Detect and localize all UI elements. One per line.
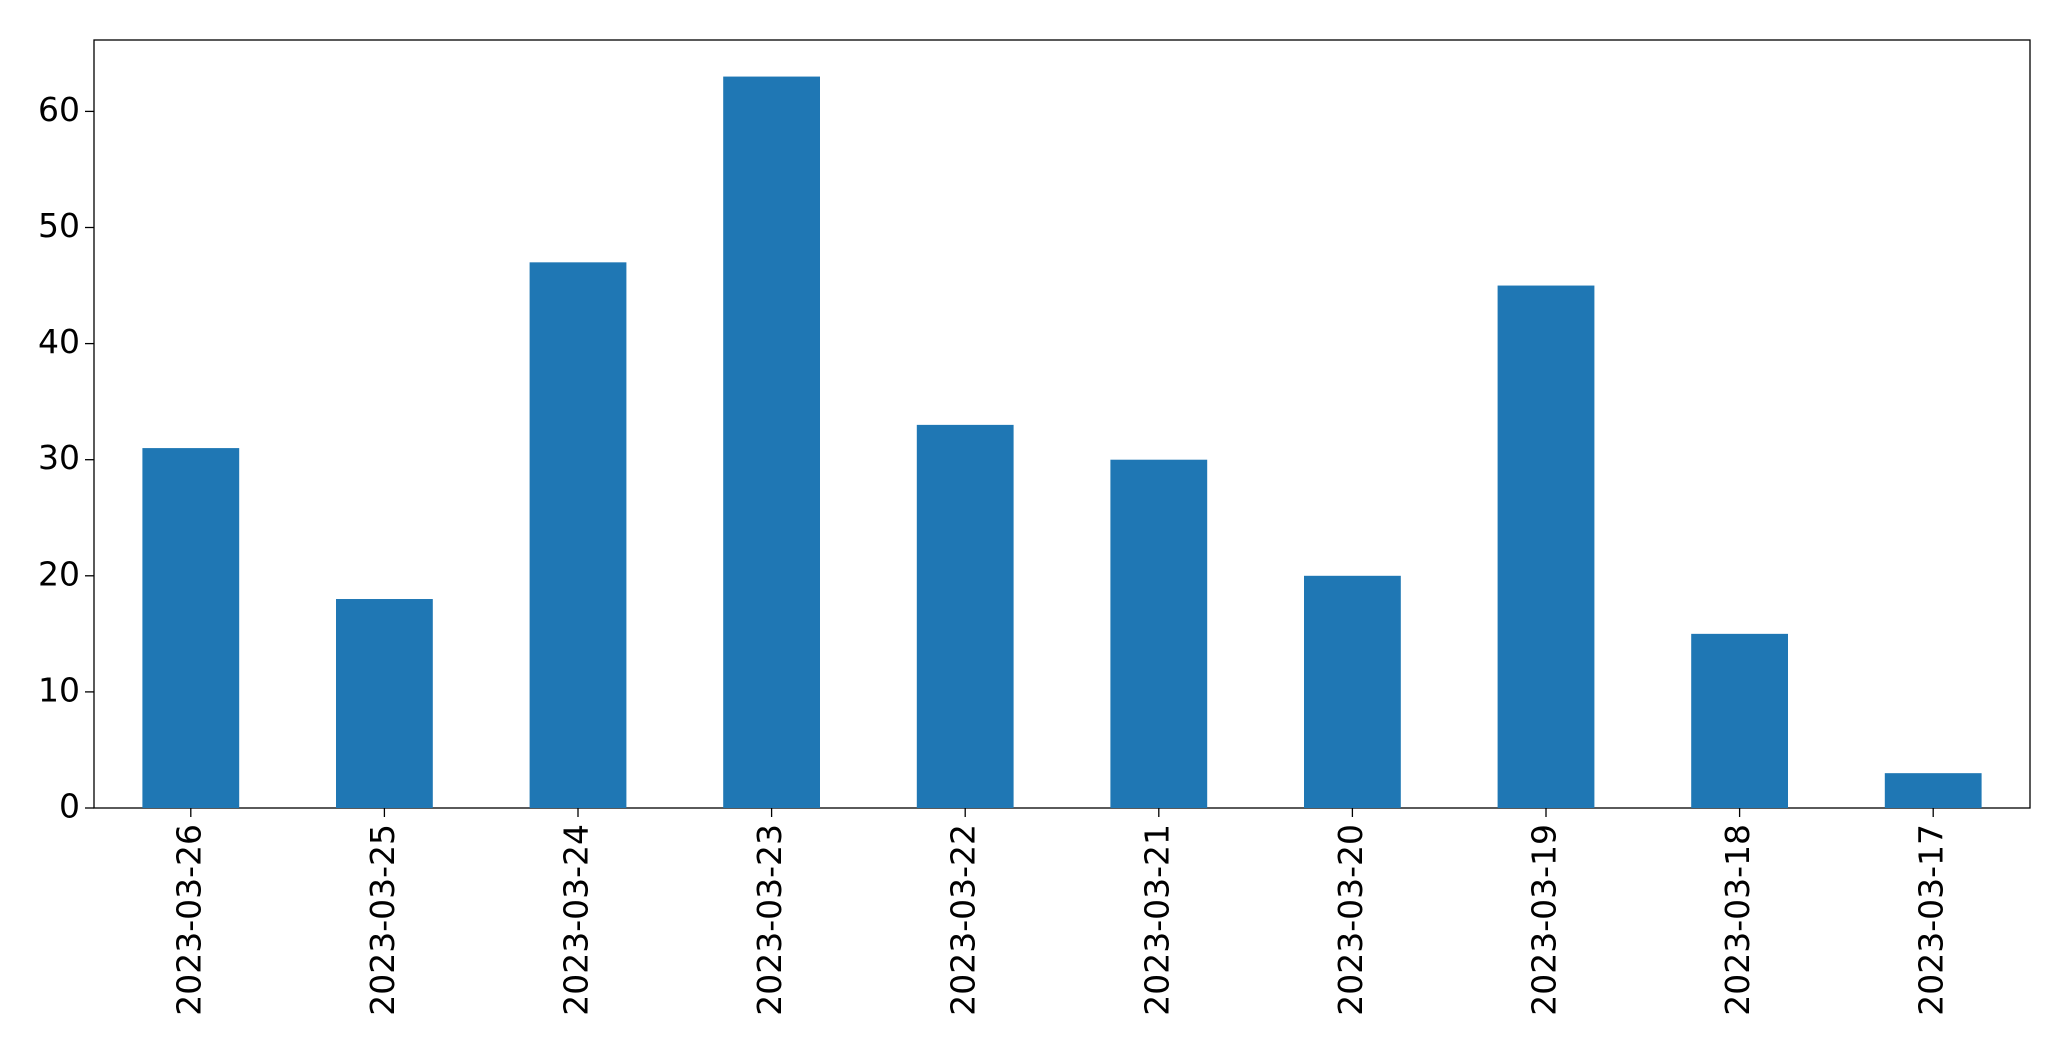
bar [1110, 459, 1208, 808]
x-tick-label: 2023-03-26 [169, 824, 208, 1016]
bar [336, 599, 433, 808]
x-tick-label: 2023-03-21 [1137, 824, 1176, 1016]
y-tick-label: 40 [38, 322, 80, 361]
x-tick-label: 2023-03-24 [557, 824, 596, 1016]
y-tick-label: 60 [38, 90, 80, 129]
plot-frame [93, 39, 2031, 809]
bar [1884, 773, 1982, 808]
bar [1497, 285, 1595, 808]
bar [1691, 633, 1788, 808]
bar [1304, 575, 1401, 808]
x-tick-label: 2023-03-25 [363, 824, 402, 1016]
bar [529, 262, 627, 808]
bar [916, 424, 1014, 808]
y-tick-label: 0 [59, 787, 80, 826]
bar [142, 448, 240, 808]
x-tick-label: 2023-03-17 [1912, 824, 1951, 1016]
y-tick-label: 50 [38, 206, 80, 245]
bar [723, 76, 820, 809]
y-tick-label: 10 [38, 670, 80, 709]
x-tick-label: 2023-03-20 [1331, 824, 1370, 1016]
x-tick-label: 2023-03-22 [944, 824, 983, 1016]
x-tick-label: 2023-03-23 [750, 824, 789, 1016]
x-tick-label: 2023-03-19 [1525, 824, 1564, 1016]
y-tick-label: 30 [38, 438, 80, 477]
y-tick-label: 20 [38, 554, 80, 593]
x-tick-label: 2023-03-18 [1718, 824, 1757, 1016]
